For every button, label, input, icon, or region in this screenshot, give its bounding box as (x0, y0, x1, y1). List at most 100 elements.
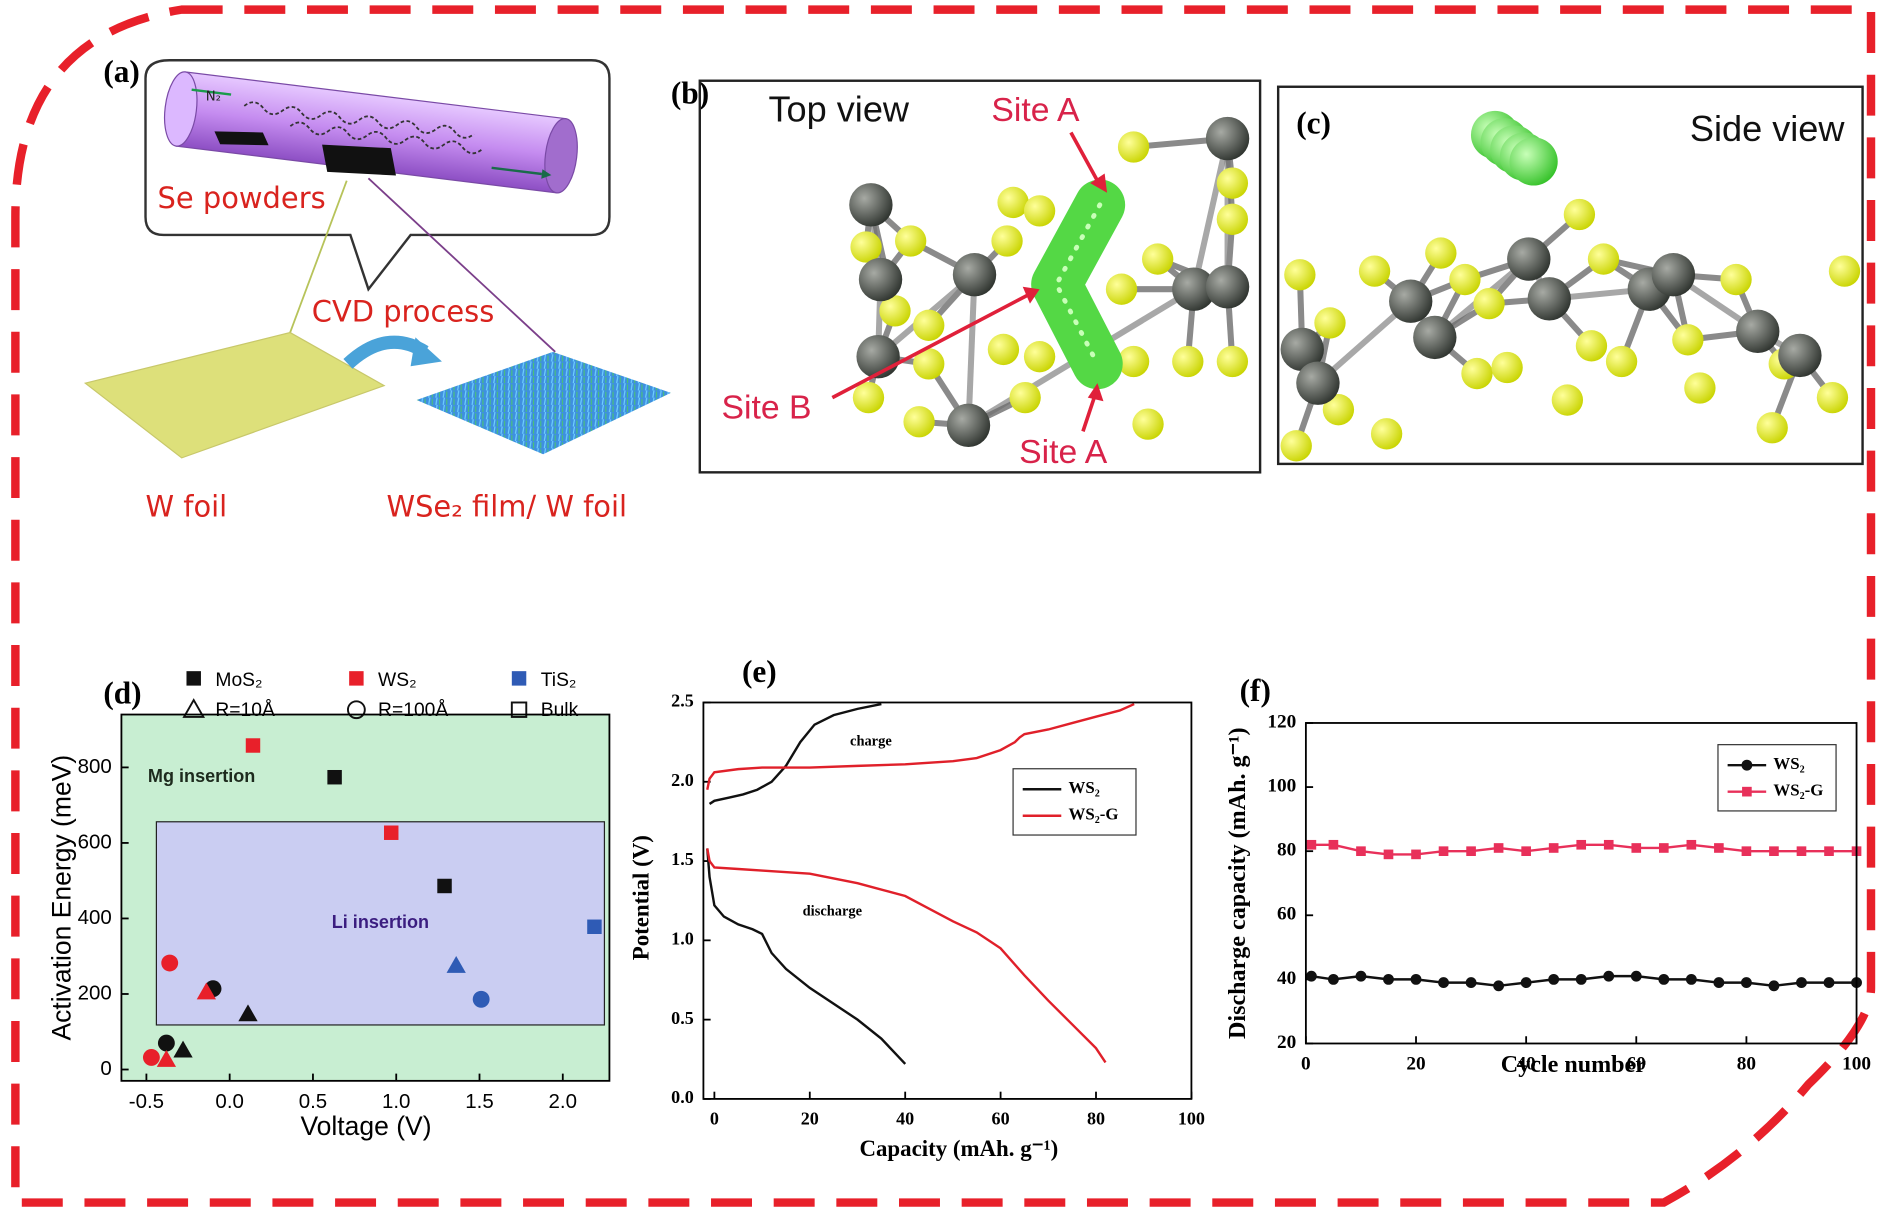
marker (1740, 977, 1752, 989)
atom-w (1413, 315, 1457, 360)
marker (1576, 839, 1587, 850)
marker (1465, 977, 1477, 989)
region (155, 821, 606, 1026)
connector (289, 180, 348, 333)
x-tick-label: 20 (1406, 1054, 1425, 1075)
panel-a: (a) N₂ Se powders CVD process W foil WSe… (83, 54, 671, 523)
atom-w (1280, 327, 1324, 372)
marker (1686, 839, 1697, 850)
x-tick-label: 80 (1737, 1054, 1756, 1075)
atom-se (1563, 198, 1596, 231)
panel-border (1276, 85, 1864, 466)
marker (1824, 846, 1834, 856)
site-label: Site A (991, 91, 1080, 129)
x-tick-label: 60 (1627, 1054, 1646, 1075)
y-tick-label: 0.0 (671, 1087, 694, 1107)
atom-w (858, 257, 903, 302)
marker (1548, 843, 1559, 853)
atom-w (1778, 333, 1822, 378)
point (446, 956, 466, 973)
x-tick-label: 1.0 (382, 1090, 410, 1113)
atom-w (946, 403, 991, 448)
atom-se (1358, 255, 1391, 287)
panel-b: (b) Top view Site A Site B Site A (671, 76, 1262, 474)
mg-chain (1031, 179, 1126, 390)
legend-box (1012, 768, 1137, 836)
frame (11, 5, 1876, 1207)
x-tick-label: 40 (896, 1109, 914, 1129)
point (173, 1040, 193, 1058)
gas-label: N₂ (206, 89, 221, 104)
annotation: discharge (803, 903, 863, 919)
point (156, 1050, 177, 1067)
y-tick-label: 1.0 (671, 928, 694, 948)
atom-se (850, 231, 882, 263)
atom-se (1172, 345, 1204, 378)
marker (1769, 846, 1779, 856)
y-tick-label: 60 (1277, 904, 1296, 925)
atom-se (1132, 408, 1164, 440)
atom-se (1023, 195, 1056, 227)
atom-se (987, 333, 1020, 366)
atom-se (1575, 330, 1608, 362)
wse2-film (416, 351, 671, 455)
legend-label: WS₂ (378, 670, 417, 691)
mg-cluster (1470, 110, 1558, 186)
x-tick-label: 100 (1178, 1109, 1205, 1129)
region-label: Li insertion (332, 912, 429, 932)
x-tick-label: -0.5 (129, 1090, 164, 1113)
y-tick-label: 2.0 (671, 770, 694, 790)
y-tick-label: 100 (1267, 775, 1296, 796)
x-axis-label: Voltage (V) (300, 1111, 431, 1141)
atom-se (1142, 243, 1174, 275)
x-tick-label: 0.0 (215, 1090, 243, 1113)
atom-se (852, 381, 885, 414)
atom-w (1205, 116, 1250, 161)
legend-label: MoS₂ (215, 670, 262, 691)
w-foil (83, 331, 386, 459)
site-label: Site A (1019, 433, 1108, 471)
atom-se (1672, 324, 1704, 356)
y-tick-label: 120 (1267, 711, 1296, 732)
atom-se (997, 186, 1029, 219)
legend-marker (1742, 786, 1752, 797)
x-tick-label: 0 (710, 1109, 719, 1129)
atom-w (1651, 253, 1696, 297)
marker (1411, 849, 1421, 860)
charts: Mg insertion Li insertion -0.5 0.0 0.5 1.0 1.5… (47, 654, 1871, 1161)
legend-label: R=10Å (215, 700, 275, 721)
plot-frame (702, 701, 1193, 1100)
x-tick-label: 2.0 (549, 1090, 577, 1113)
marker (1548, 973, 1560, 985)
marker (1630, 970, 1642, 982)
marker (1631, 843, 1642, 853)
y-tick-label: 1.5 (671, 849, 694, 869)
legend-label: Bulk (541, 700, 579, 721)
y-tick-label: 400 (78, 906, 112, 929)
marker (1466, 846, 1476, 856)
atom-se (894, 225, 927, 257)
marker (1410, 973, 1422, 985)
structure-side (1280, 198, 1861, 462)
atom-se (1551, 384, 1584, 416)
panel-label: (d) (103, 676, 141, 711)
structure-top (849, 116, 1250, 448)
atom-se (1587, 243, 1620, 275)
atom-se (913, 309, 945, 342)
powders-label: Se powders (158, 181, 326, 215)
y-axis-label: Discharge capacity (mAh. g⁻¹) (1225, 727, 1251, 1039)
atom-w (1205, 265, 1250, 309)
atom-se (1425, 237, 1457, 269)
panel-border (698, 79, 1262, 474)
marker (1327, 973, 1339, 985)
bond (965, 274, 978, 426)
y-axis-label: Activation Energy (meV) (47, 755, 77, 1041)
view-title: Top view (768, 89, 909, 130)
marker (1383, 849, 1394, 860)
site-arrows (831, 131, 1108, 432)
marker (1768, 980, 1780, 992)
marker (1356, 846, 1366, 856)
legend-swatch (186, 671, 201, 686)
marker (1658, 973, 1670, 985)
